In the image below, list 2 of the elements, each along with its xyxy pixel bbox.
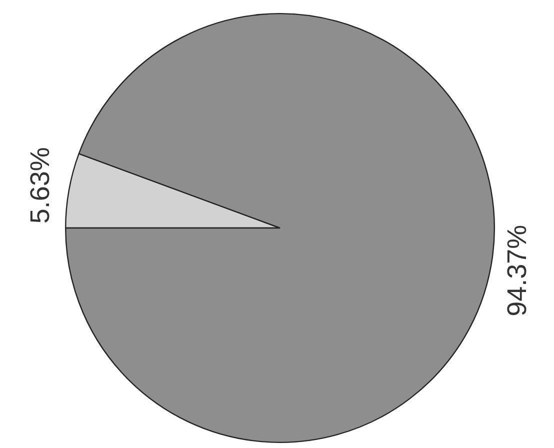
data-label: 94.37% xyxy=(502,224,532,316)
data-label: 5.63% xyxy=(24,147,55,224)
